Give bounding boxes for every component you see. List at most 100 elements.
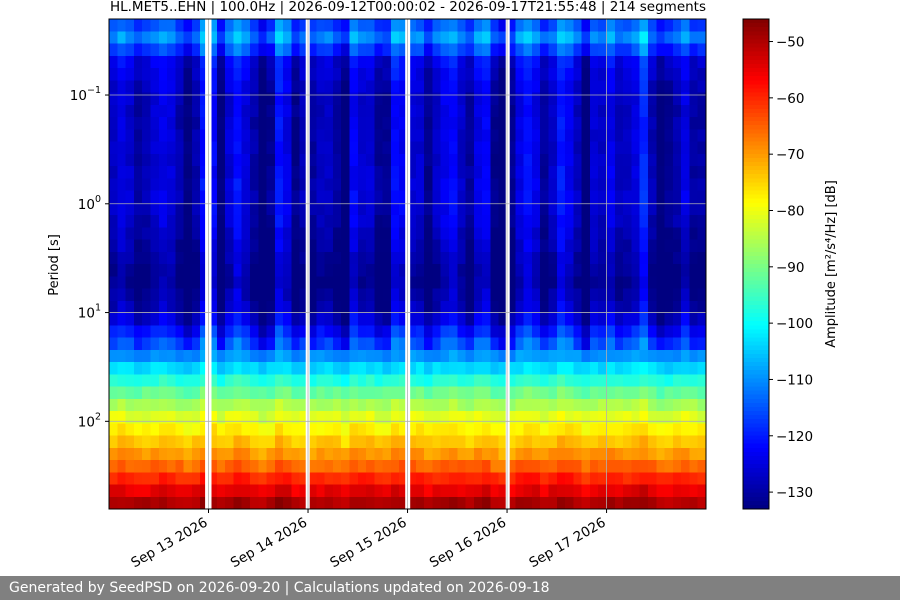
heatmap-cell xyxy=(390,435,400,449)
heatmap-cell xyxy=(258,215,268,228)
heatmap-cell xyxy=(697,337,707,351)
heatmap-cell xyxy=(573,313,583,326)
heatmap-cell xyxy=(531,374,541,388)
heatmap-cell xyxy=(216,104,226,118)
heatmap-cell xyxy=(540,460,550,473)
heatmap-cell xyxy=(167,141,176,155)
heatmap-cell xyxy=(167,337,176,351)
heatmap-cell xyxy=(656,276,666,290)
heatmap-cell xyxy=(150,300,160,314)
heatmap-cell xyxy=(623,215,632,228)
heatmap-cell xyxy=(415,374,425,388)
heatmap-cell xyxy=(167,202,176,216)
heatmap-cell xyxy=(216,423,226,437)
heatmap-cell xyxy=(498,349,508,363)
heatmap-cell xyxy=(598,117,608,130)
colorbar-segment xyxy=(743,313,769,318)
heatmap-cell xyxy=(366,386,375,400)
heatmap-cell xyxy=(507,349,516,363)
heatmap-cell xyxy=(540,496,550,510)
heatmap-cell xyxy=(581,31,591,45)
heatmap-cell xyxy=(233,447,243,461)
heatmap-cell xyxy=(656,141,666,155)
heatmap-cell xyxy=(482,80,492,94)
heatmap-cell xyxy=(448,325,458,339)
heatmap-cell xyxy=(349,92,359,106)
heatmap-cell xyxy=(390,129,400,143)
colorbar-segment xyxy=(743,296,769,302)
heatmap-cell xyxy=(498,496,508,510)
colorbar-segment xyxy=(743,276,769,281)
heatmap-cell xyxy=(374,80,384,94)
heatmap-cell xyxy=(374,251,384,265)
colorbar-segment xyxy=(743,300,769,306)
heatmap-cell xyxy=(258,166,268,179)
heatmap-cell xyxy=(142,80,152,94)
heatmap-cell xyxy=(407,129,417,143)
heatmap-cell xyxy=(490,423,500,437)
colorbar-segment xyxy=(743,39,769,45)
heatmap-cell xyxy=(656,435,666,449)
heatmap-cell xyxy=(697,313,707,326)
heatmap-cell xyxy=(432,190,442,204)
heatmap-cell xyxy=(424,349,433,363)
heatmap-cell xyxy=(390,374,400,388)
heatmap-cell xyxy=(399,374,409,388)
heatmap-cell xyxy=(382,80,392,94)
heatmap-cell xyxy=(357,374,367,388)
heatmap-cell xyxy=(109,374,118,388)
heatmap-cell xyxy=(540,276,550,290)
heatmap-cell xyxy=(581,251,591,265)
heatmap-cell xyxy=(167,190,176,204)
heatmap-cell xyxy=(672,227,682,241)
heatmap-cell xyxy=(465,141,475,155)
heatmap-cell xyxy=(565,386,574,400)
x-tick-label: Sep 15 2026 xyxy=(327,515,409,572)
heatmap-cell xyxy=(639,411,649,424)
heatmap-cell xyxy=(399,190,409,204)
heatmap-cell xyxy=(432,129,442,143)
heatmap-cell xyxy=(440,31,450,45)
heatmap-cell xyxy=(448,239,458,253)
heatmap-cell xyxy=(216,153,226,167)
heatmap-cell xyxy=(424,264,433,277)
heatmap-cell xyxy=(316,484,326,498)
heatmap-cell xyxy=(191,325,201,339)
heatmap-cell xyxy=(208,141,218,155)
heatmap-cell xyxy=(548,423,558,437)
heatmap-cell xyxy=(349,349,359,363)
heatmap-cell xyxy=(424,178,433,192)
heatmap-cell xyxy=(689,92,699,106)
heatmap-cell xyxy=(109,484,118,498)
heatmap-cell xyxy=(332,374,342,388)
heatmap-cell xyxy=(125,239,135,253)
heatmap-cell xyxy=(473,374,483,388)
heatmap-cell xyxy=(150,227,160,241)
heatmap-cell xyxy=(382,68,392,81)
heatmap-cell xyxy=(482,104,492,118)
heatmap-cell xyxy=(133,411,143,424)
heatmap-cell xyxy=(382,374,392,388)
heatmap-cell xyxy=(357,117,367,130)
heatmap-cell xyxy=(681,68,691,81)
heatmap-cell xyxy=(125,19,135,32)
heatmap-cell xyxy=(341,141,351,155)
heatmap-cell xyxy=(308,153,317,167)
heatmap-cell xyxy=(540,337,550,351)
heatmap-cell xyxy=(316,313,326,326)
heatmap-cell xyxy=(324,337,334,351)
heatmap-cell xyxy=(366,190,375,204)
heatmap-cell xyxy=(598,337,608,351)
heatmap-cell xyxy=(482,251,492,265)
heatmap-cell xyxy=(473,153,483,167)
heatmap-cell xyxy=(556,178,566,192)
heatmap-cell xyxy=(332,496,342,510)
heatmap-cell xyxy=(158,447,168,461)
heatmap-cell xyxy=(573,19,583,32)
heatmap-cell xyxy=(390,227,400,241)
heatmap-cell xyxy=(399,55,409,69)
heatmap-cell xyxy=(681,55,691,69)
heatmap-cell xyxy=(308,325,317,339)
heatmap-cell xyxy=(258,80,268,94)
heatmap-cell xyxy=(614,55,624,69)
